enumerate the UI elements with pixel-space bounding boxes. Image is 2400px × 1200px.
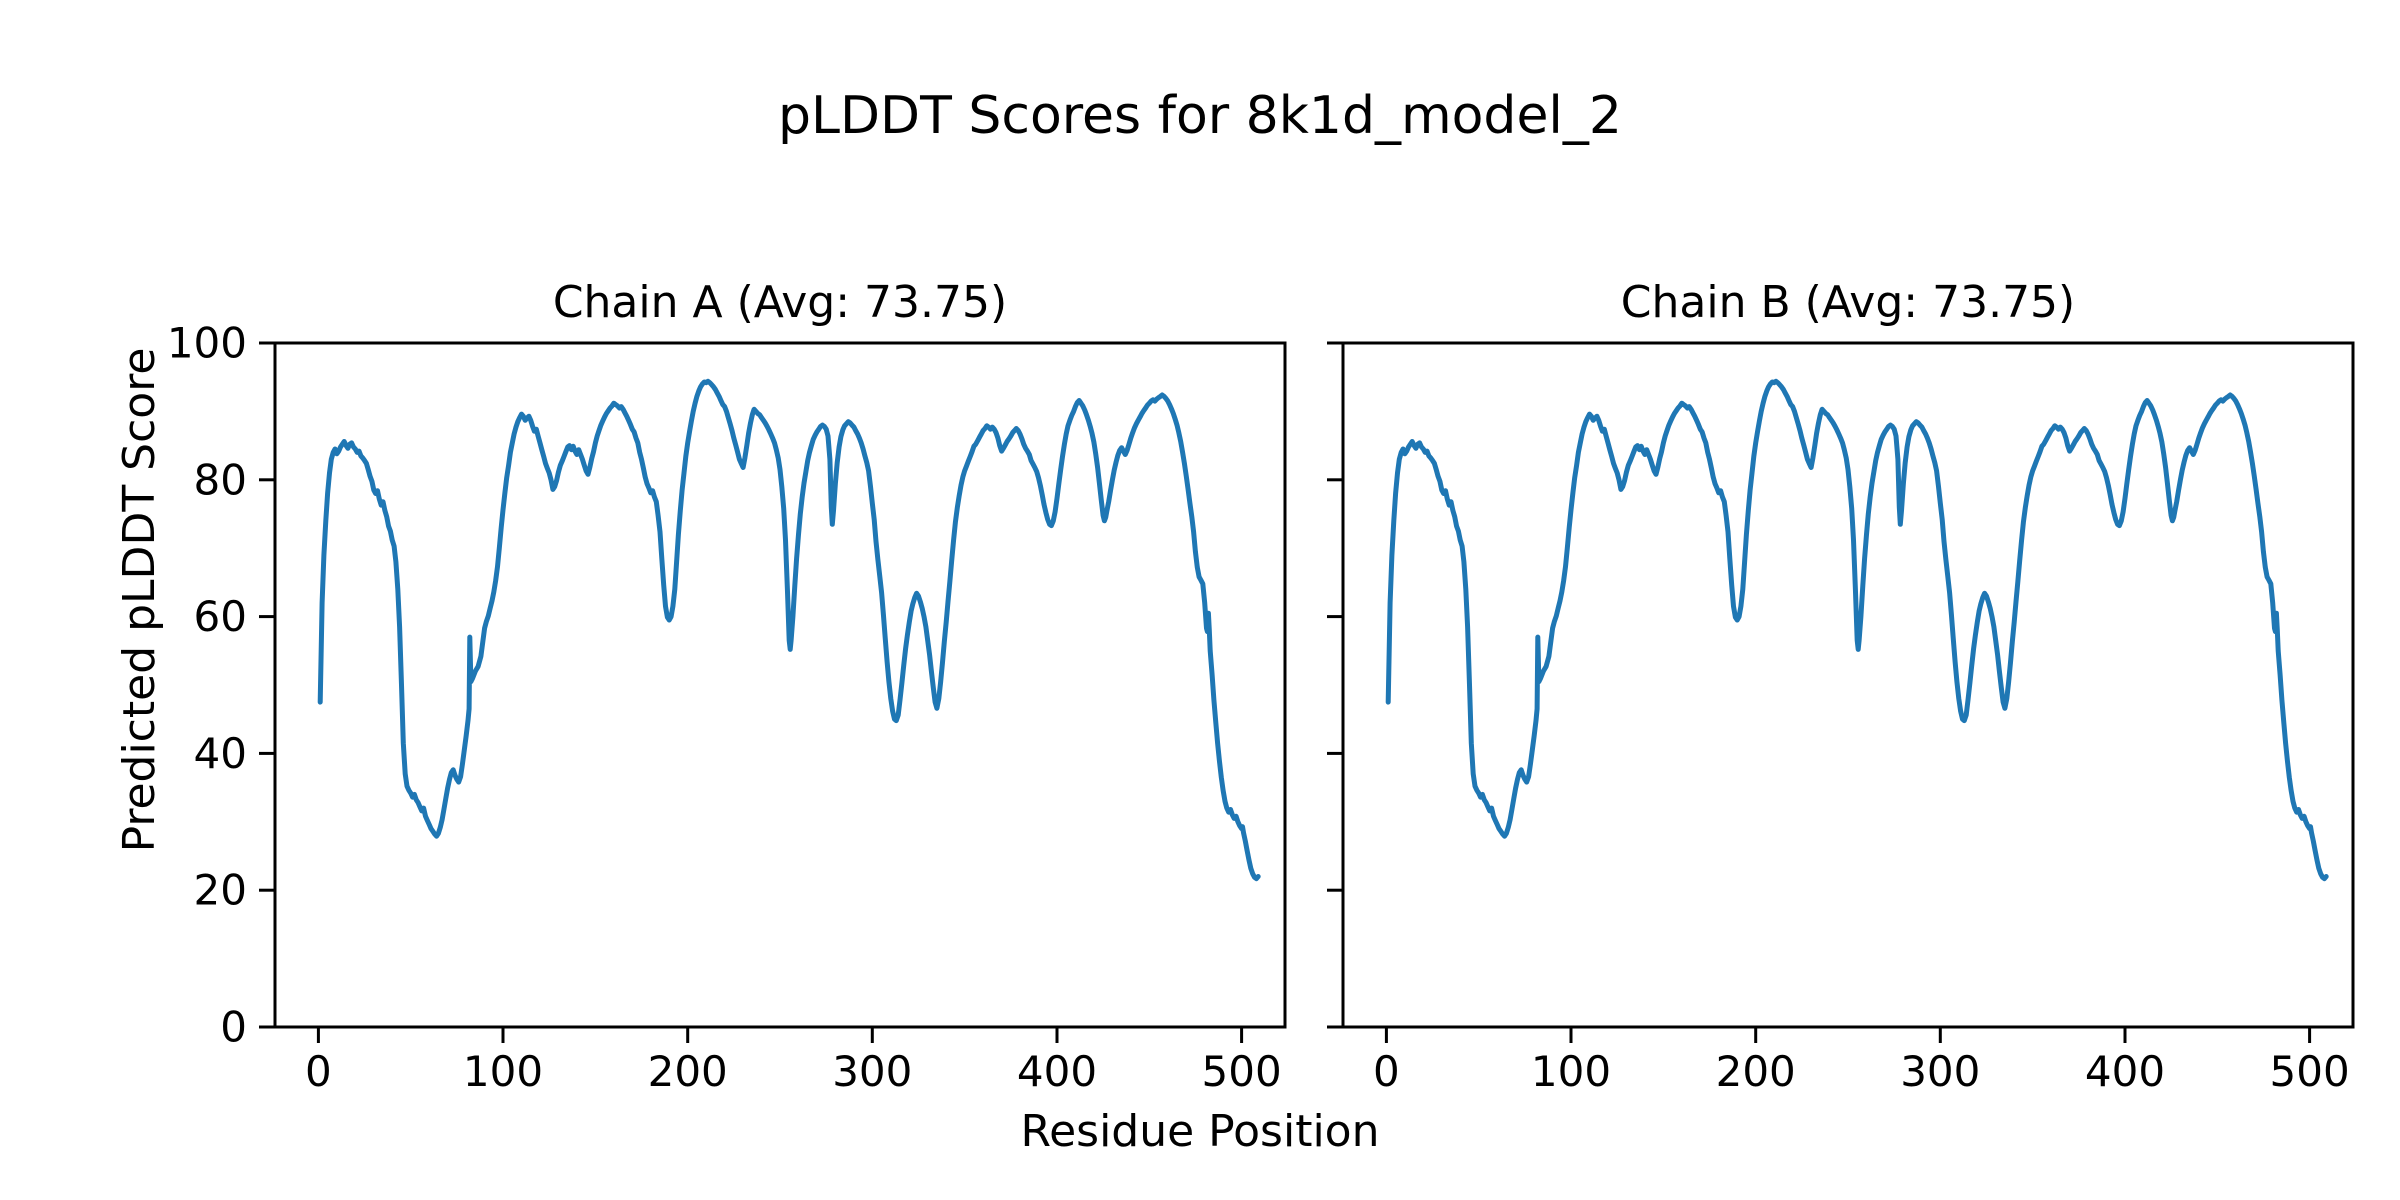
x-tick-label: 0 <box>1373 1047 1400 1096</box>
x-tick-label: 200 <box>648 1047 728 1096</box>
plddt-line-chain-A <box>317 378 1261 882</box>
x-tick-label: 500 <box>2270 1047 2350 1096</box>
plddt-line-chain-B <box>1385 378 2329 882</box>
y-axis-label: Predicted pLDDT Score <box>114 347 165 853</box>
x-axis-label: Residue Position <box>1020 1106 1380 1157</box>
x-tick-label: 500 <box>1202 1047 1282 1096</box>
x-tick-label: 0 <box>305 1047 332 1096</box>
x-tick-label: 100 <box>463 1047 543 1096</box>
chain-a-plot-svg: 0 100 200 300 400 500 0 20 40 60 80 100 <box>167 319 1287 1096</box>
x-tick-label: 100 <box>1531 1047 1611 1096</box>
y-tick-label: 0 <box>220 1003 247 1052</box>
x-tick-label: 300 <box>1900 1047 1980 1096</box>
chain-b-subplot: Chain B (Avg: 73.75) 0 100 200 300 400 500 <box>1327 281 2355 1096</box>
y-tick-label: 40 <box>194 729 247 778</box>
y-tick-label: 100 <box>167 319 247 368</box>
axes-frame <box>273 341 1287 1029</box>
y-tick-label: 60 <box>194 592 247 641</box>
x-tick-label: 200 <box>1716 1047 1796 1096</box>
chain-a-subplot-title: Chain A (Avg: 73.75) <box>552 277 1008 328</box>
chain-b-plot-svg: 0 100 200 300 400 500 <box>1327 341 2355 1096</box>
chain-a-subplot: Chain A (Avg: 73.75) 0 100 200 300 400 500 0 20… <box>167 281 1287 1096</box>
y-tick-label: 20 <box>194 866 247 915</box>
y-tick-label: 80 <box>194 455 247 504</box>
figure-title: pLDDT Scores for 8k1d_model_2 <box>778 86 1622 146</box>
chain-b-subplot-title: Chain B (Avg: 73.75) <box>1620 277 2076 328</box>
x-tick-label: 300 <box>832 1047 912 1096</box>
x-tick-label: 400 <box>2085 1047 2165 1096</box>
axes-frame <box>1341 341 2355 1029</box>
x-tick-label: 400 <box>1017 1047 1097 1096</box>
